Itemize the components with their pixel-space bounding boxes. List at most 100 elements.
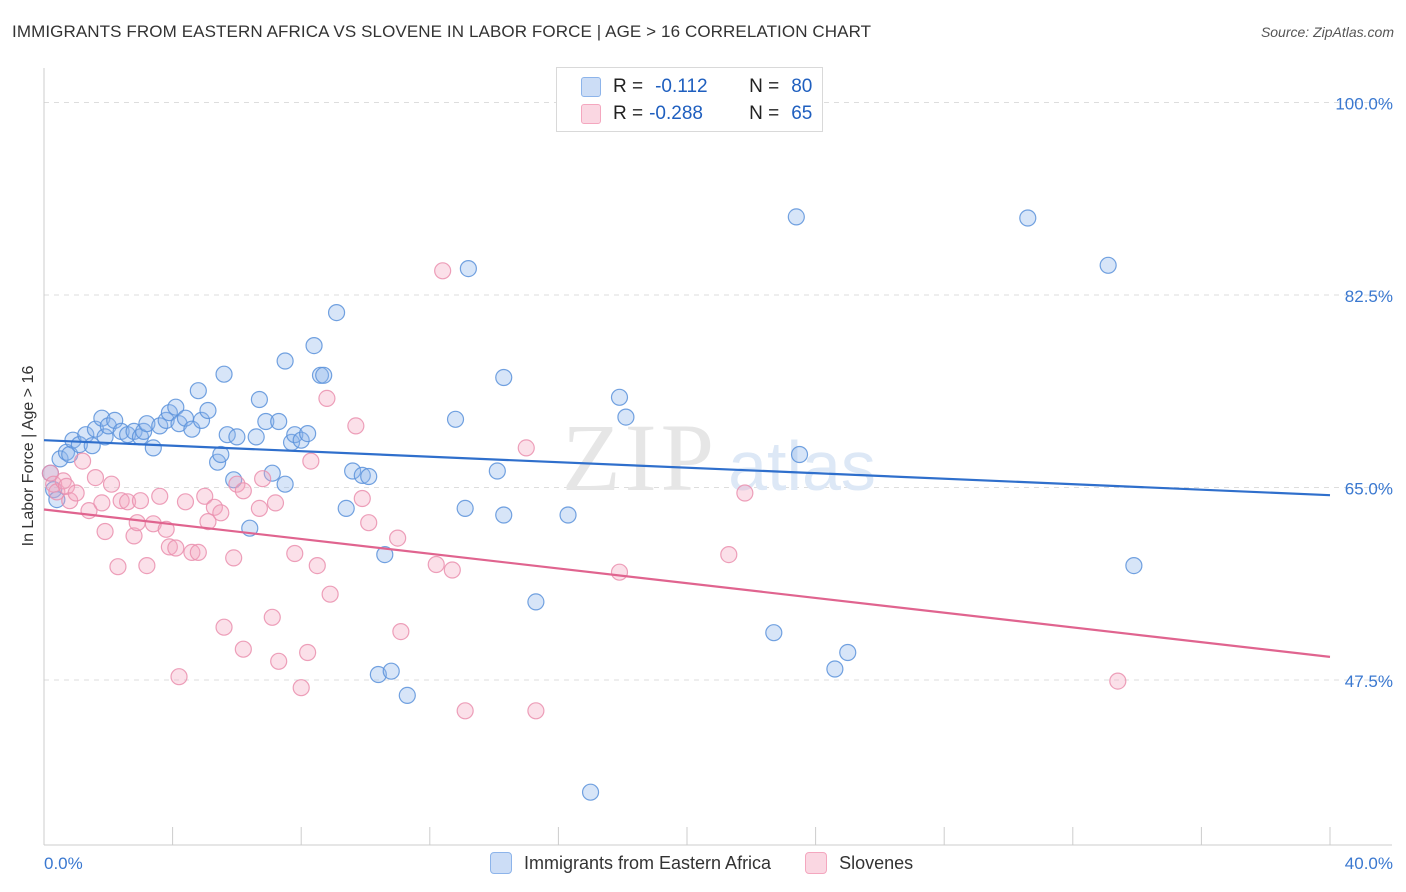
data-point-blue (106, 411, 124, 429)
series-legend: Immigrants from Eastern Africa Slovenes (490, 852, 947, 874)
data-point-pink (176, 493, 195, 511)
y-tick-label: 100.0% (1335, 95, 1393, 114)
data-point-pink (308, 556, 326, 575)
data-point-blue (199, 401, 217, 420)
legend-r-label: R = (613, 76, 644, 97)
data-point-blue (292, 431, 310, 449)
data-point-blue (1019, 209, 1037, 227)
data-point-pink (266, 494, 285, 512)
data-point-pink (196, 487, 214, 505)
data-point-blue (215, 365, 233, 383)
data-point-pink (456, 702, 474, 720)
data-point-blue (315, 366, 333, 384)
series-legend-swatch-pink (805, 852, 828, 874)
data-point-pink (353, 489, 371, 508)
legend-r-value: -0.288 (649, 103, 703, 124)
x-tick-label: 40.0% (1345, 854, 1393, 873)
correlation-legend: R = -0.112 N = 80 R = -0.288 N = 65 (556, 67, 823, 132)
legend-swatch-pink (581, 104, 601, 124)
data-point-pink (389, 529, 407, 547)
watermark-zip: ZIP (562, 404, 718, 511)
data-point-blue (212, 445, 230, 464)
data-point-blue (276, 475, 294, 493)
source-credit: Source: ZipAtlas.com (1260, 24, 1394, 40)
data-point-pink (392, 622, 410, 641)
series-pink-points (41, 262, 1127, 720)
data-point-pink (131, 492, 150, 510)
data-point-blue (610, 388, 629, 406)
series-legend-label: Slovenes (839, 852, 914, 873)
data-point-blue (51, 450, 69, 468)
axes (43, 68, 1392, 846)
data-point-pink (234, 482, 252, 500)
data-point-blue (257, 412, 275, 431)
data-point-blue (456, 499, 474, 517)
data-point-blue (305, 337, 323, 355)
data-point-blue (398, 686, 416, 705)
data-point-blue (1099, 256, 1117, 274)
series-legend-item-blue: Immigrants from Eastern Africa (490, 852, 771, 874)
data-point-blue (276, 352, 294, 370)
data-point-blue (353, 466, 371, 484)
data-point-pink (610, 563, 629, 581)
data-point-pink (234, 640, 252, 658)
y-tick-label: 65.0% (1345, 480, 1393, 499)
data-point-blue (459, 260, 477, 278)
series-legend-swatch-blue (490, 852, 512, 874)
data-point-blue (581, 783, 600, 801)
legend-n-value: 80 (791, 76, 813, 97)
data-point-blue (787, 208, 805, 226)
data-point-pink (434, 262, 452, 280)
data-point-pink (138, 556, 156, 575)
data-point-pink (93, 494, 111, 512)
gridlines (44, 102, 1392, 681)
legend-row-blue: R = -0.112 N = 80 (581, 74, 812, 100)
data-point-pink (1109, 672, 1127, 690)
tick-labels: 100.0% 82.5% 65.0% 47.5% 0.0% 40.0% (44, 95, 1393, 874)
data-point-blue (617, 408, 635, 426)
data-point-blue (559, 506, 577, 524)
data-point-pink (225, 549, 243, 567)
data-point-blue (369, 665, 387, 684)
data-point-blue (192, 411, 211, 429)
data-point-pink (286, 544, 304, 563)
data-point-pink (125, 527, 143, 545)
data-point-blue (263, 464, 281, 482)
data-point-blue (327, 304, 346, 322)
legend-r-value: -0.112 (655, 76, 708, 97)
data-point-blue (826, 660, 844, 678)
data-point-pink (517, 439, 535, 457)
data-point-pink (250, 499, 269, 517)
data-point-blue (250, 390, 269, 409)
data-point-blue (189, 382, 207, 400)
data-point-pink (720, 545, 738, 564)
data-point-pink (292, 679, 310, 697)
data-point-pink (41, 464, 60, 482)
data-point-pink (427, 555, 445, 574)
data-point-blue (144, 439, 162, 457)
data-point-pink (109, 558, 127, 576)
legend-swatch-blue (581, 77, 601, 97)
data-point-pink (170, 668, 188, 686)
data-point-pink (151, 487, 169, 505)
data-point-pink (736, 484, 754, 502)
trend-line-pink (43, 508, 1331, 658)
data-point-blue (247, 428, 265, 446)
legend-r-label: R = (613, 103, 644, 124)
legend-row-pink: R = -0.288 N = 65 (581, 101, 812, 127)
x-tick-label: 0.0% (44, 854, 83, 873)
trend-lines (43, 439, 1331, 658)
data-point-pink (299, 643, 317, 662)
data-point-pink (189, 543, 207, 562)
y-tick-label: 82.5% (1345, 287, 1393, 306)
chart-title: IMMIGRANTS FROM EASTERN AFRICA VS SLOVEN… (12, 22, 872, 41)
data-point-pink (215, 618, 233, 636)
data-point-blue (382, 662, 400, 680)
data-point-blue (376, 545, 394, 564)
series-legend-label: Immigrants from Eastern Africa (524, 852, 772, 873)
trend-line-blue (43, 439, 1331, 497)
data-point-pink (228, 475, 246, 493)
data-point-pink (96, 522, 114, 541)
data-point-blue (228, 428, 246, 446)
data-point-pink (263, 608, 281, 626)
